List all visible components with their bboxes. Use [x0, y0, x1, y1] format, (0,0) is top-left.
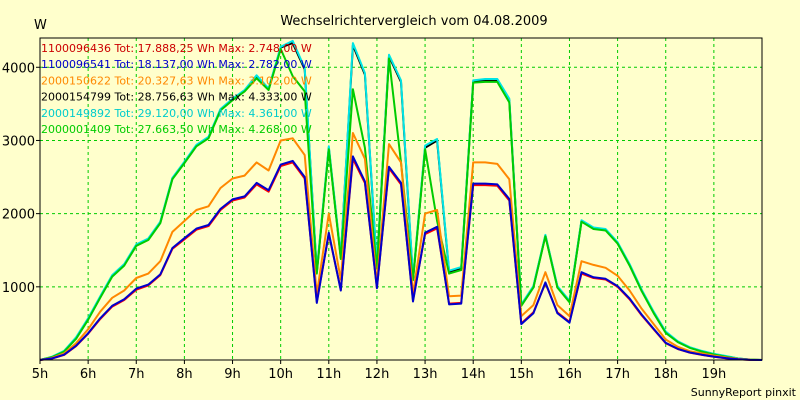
- legend-entry-1100096436: 1100096436 Tot: 17.888,25 Wh Max: 2.748,…: [41, 42, 312, 55]
- legend-entry-2000154799: 2000154799 Tot: 28.756,63 Wh Max: 4.333,…: [41, 91, 312, 104]
- x-tick-label: 5h: [32, 367, 49, 382]
- x-tick-label: 9h: [224, 367, 241, 382]
- plot-border: [39, 37, 763, 361]
- series-line-1100096541: [39, 155, 763, 361]
- legend: 1100096436 Tot: 17.888,25 Wh Max: 2.748,…: [41, 42, 312, 136]
- chart-title: Wechselrichtervergleich vom 04.08.2009: [280, 14, 547, 29]
- x-tick-label: 11h: [316, 367, 341, 382]
- x-tick-label: 7h: [128, 367, 145, 382]
- x-tick-label: 18h: [653, 367, 678, 382]
- x-tick-label: 8h: [176, 367, 193, 382]
- legend-entry-2000001409: 2000001409 Tot: 27.663,50 Wh Max: 4.268,…: [41, 123, 312, 136]
- y-tick-label: 4000: [2, 61, 35, 76]
- grid-lines: [40, 38, 762, 360]
- x-tick-label: 16h: [557, 367, 582, 382]
- series-line-2000150622: [39, 132, 763, 361]
- footer-credit: SunnyReport pinxit: [691, 386, 797, 399]
- x-tick-label: 17h: [605, 367, 630, 382]
- x-tick-label: 15h: [509, 367, 534, 382]
- x-tick-label: 12h: [365, 367, 390, 382]
- y-axis-ticks: 1000 2000 3000 4000: [2, 61, 40, 296]
- y-tick-label: 3000: [2, 134, 35, 149]
- series-lines: [39, 39, 763, 361]
- x-tick-label: 6h: [80, 367, 97, 382]
- y-tick-label: 2000: [2, 208, 35, 223]
- legend-entry-2000149892: 2000149892 Tot: 29.120,00 Wh Max: 4.361,…: [41, 107, 312, 120]
- x-tick-label: 13h: [413, 367, 438, 382]
- legend-entry-2000150622: 2000150622 Tot: 20.327,63 Wh Max: 3.102,…: [41, 74, 312, 87]
- x-tick-label: 10h: [268, 367, 293, 382]
- x-tick-label: 19h: [701, 367, 726, 382]
- y-tick-label: 1000: [2, 281, 35, 296]
- x-axis-ticks: 5h 6h 7h 8h 9h 10h 11h 12h 13h 14h 15h 16h 17h 18h 19h: [32, 360, 726, 382]
- legend-entry-1100096541: 1100096541 Tot: 18.137,00 Wh Max: 2.782,…: [41, 58, 312, 71]
- y-axis-label: W: [34, 18, 47, 33]
- x-tick-label: 14h: [461, 367, 486, 382]
